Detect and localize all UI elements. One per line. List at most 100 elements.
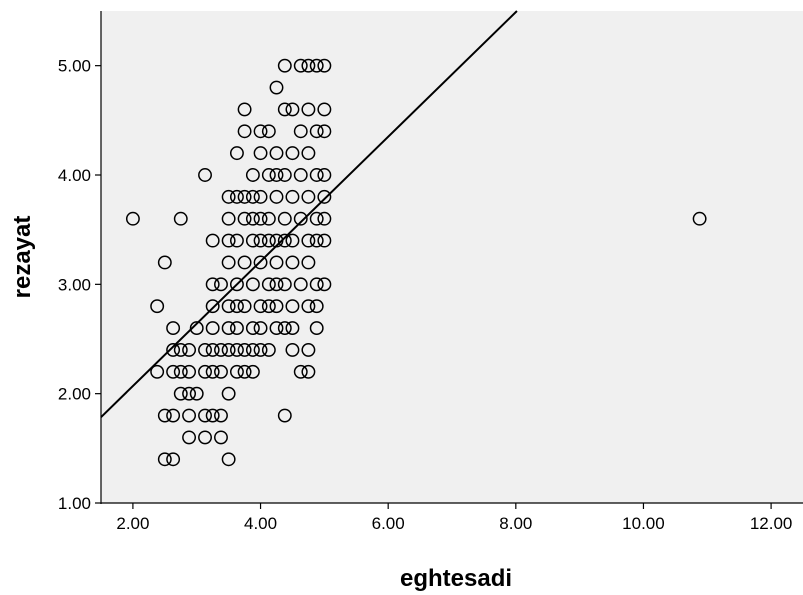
data-point <box>182 386 197 401</box>
data-point <box>125 211 140 226</box>
data-point <box>229 189 244 204</box>
data-point <box>277 58 292 73</box>
data-point <box>166 321 181 336</box>
data-point <box>309 321 324 336</box>
data-point <box>189 386 204 401</box>
y-tick-label: 4.00 <box>58 166 91 185</box>
data-point <box>293 58 308 73</box>
data-point <box>285 102 300 117</box>
data-point <box>245 364 260 379</box>
data-point <box>253 342 268 357</box>
data-point <box>261 233 276 248</box>
data-point <box>182 408 197 423</box>
data-point <box>293 364 308 379</box>
x-tick-label: 6.00 <box>372 514 405 533</box>
data-point <box>205 277 220 292</box>
data-point <box>245 277 260 292</box>
data-point <box>150 299 165 314</box>
data-point <box>261 299 276 314</box>
data-point <box>245 342 260 357</box>
y-axis-title: rezayat <box>9 216 36 299</box>
data-point <box>205 299 220 314</box>
data-point <box>237 102 252 117</box>
data-point <box>253 321 268 336</box>
data-point <box>237 189 252 204</box>
data-point <box>269 255 284 270</box>
data-point <box>157 408 172 423</box>
data-point <box>253 299 268 314</box>
data-point <box>205 342 220 357</box>
data-point <box>285 255 300 270</box>
data-point <box>166 342 181 357</box>
data-point <box>269 168 284 182</box>
data-point <box>198 342 212 357</box>
data-point <box>317 211 332 226</box>
data-point <box>269 146 284 161</box>
data-point <box>309 277 324 292</box>
data-point <box>157 452 172 467</box>
data-point <box>229 321 244 336</box>
data-point <box>277 211 292 226</box>
data-point <box>237 342 252 357</box>
data-point <box>214 364 228 379</box>
data-point <box>309 58 324 73</box>
data-point <box>317 58 332 73</box>
data-point <box>301 102 316 117</box>
data-point <box>309 211 324 226</box>
data-point <box>198 430 212 445</box>
x-tick-label: 4.00 <box>244 514 277 533</box>
data-point <box>198 408 212 423</box>
data-point <box>245 233 260 248</box>
data-point <box>293 168 308 182</box>
data-point <box>221 321 236 336</box>
x-tick-label: 10.00 <box>622 514 665 533</box>
fit-line <box>100 10 518 418</box>
data-point <box>293 211 308 226</box>
x-tick-group: 2.00 4.00 6.00 8.00 10.00 12.00 <box>116 503 792 533</box>
data-point <box>285 146 300 161</box>
data-point <box>245 189 260 204</box>
data-point <box>150 364 165 379</box>
data-point <box>229 342 244 357</box>
data-point <box>317 124 332 139</box>
data-point <box>277 102 292 117</box>
data-point <box>245 211 260 226</box>
data-point <box>229 233 244 248</box>
data-point <box>253 211 268 226</box>
data-point <box>182 364 197 379</box>
x-tick-label: 12.00 <box>750 514 793 533</box>
points-layer <box>125 58 707 467</box>
data-point <box>285 299 300 314</box>
data-point <box>157 255 172 270</box>
y-tick-label: 5.00 <box>58 57 91 76</box>
data-point <box>221 189 236 204</box>
data-point <box>277 168 292 182</box>
data-point <box>173 364 188 379</box>
data-point <box>301 189 316 204</box>
data-point <box>269 80 284 95</box>
x-tick-label: 8.00 <box>499 514 532 533</box>
data-point <box>173 211 188 226</box>
x-tick-label: 2.00 <box>116 514 149 533</box>
data-point <box>214 342 228 357</box>
data-point <box>285 189 300 204</box>
y-tick-label: 1.00 <box>58 494 91 513</box>
data-point <box>205 233 220 248</box>
data-point <box>166 408 181 423</box>
y-tick-label: 3.00 <box>58 275 91 294</box>
data-point <box>301 364 316 379</box>
plot-area <box>101 11 803 503</box>
data-point <box>317 189 332 204</box>
data-point <box>173 342 188 357</box>
data-point <box>205 364 220 379</box>
data-point <box>253 255 268 270</box>
y-tick-group: 1.00 2.00 3.00 4.00 5.00 <box>58 57 101 513</box>
y-tick-label: 2.00 <box>58 385 91 404</box>
data-point <box>301 58 316 73</box>
data-point <box>285 233 300 248</box>
data-point <box>237 299 252 314</box>
data-point <box>182 342 197 357</box>
data-point <box>237 211 252 226</box>
data-point <box>269 277 284 292</box>
